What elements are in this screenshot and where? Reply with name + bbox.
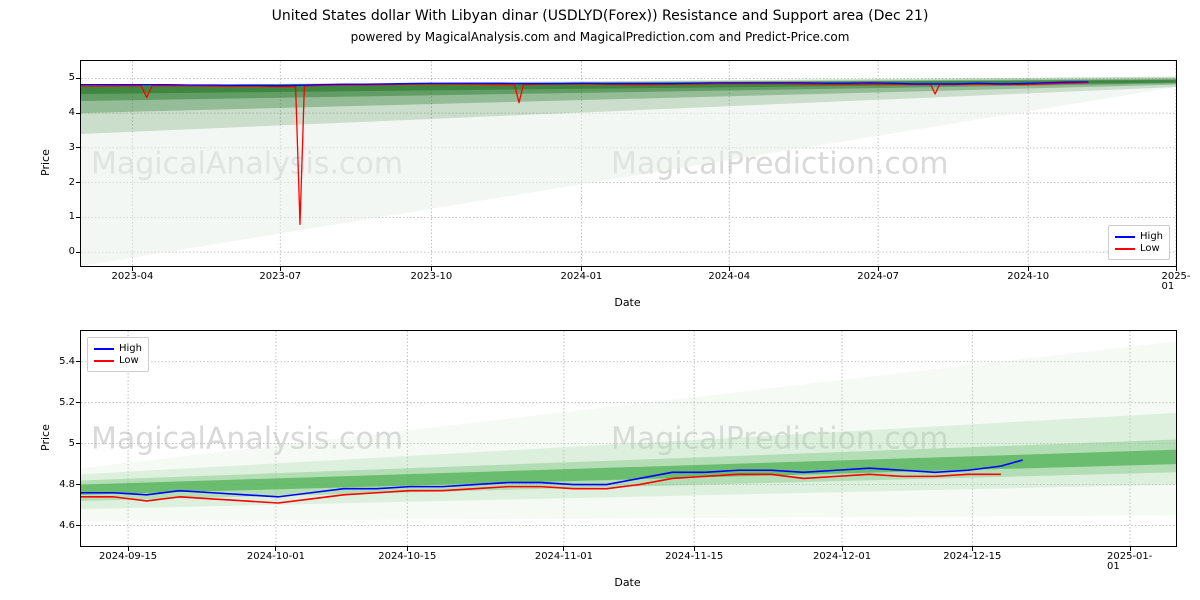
legend-label: Low <box>1140 243 1160 254</box>
x-tick-label: 2024-10-01 <box>247 552 305 562</box>
x-tick-label: 2024-12-01 <box>813 552 871 562</box>
x-tick-label: 2023-10 <box>410 272 452 282</box>
bottom-chart: MagicalAnalysis.com MagicalPrediction.co… <box>80 330 1177 547</box>
x-tick-label: 2025-01 <box>1161 272 1190 292</box>
legend-swatch-low <box>94 360 114 362</box>
y-tick-label: 4.6 <box>59 521 75 531</box>
x-tick-label: 2024-11-01 <box>535 552 593 562</box>
x-axis-label: Date <box>80 576 1175 589</box>
y-tick-label: 3 <box>69 143 75 153</box>
y-tick-label: 2 <box>69 178 75 188</box>
legend: High Low <box>1108 225 1170 260</box>
top-chart: MagicalAnalysis.com MagicalPrediction.co… <box>80 60 1177 267</box>
x-tick-label: 2023-04 <box>112 272 154 282</box>
y-axis-label: Price <box>39 424 52 451</box>
x-tick-label: 2024-07 <box>857 272 899 282</box>
legend-swatch-high <box>94 348 114 350</box>
legend-label: High <box>119 343 142 354</box>
bottom-chart-svg <box>81 331 1176 546</box>
legend-label: High <box>1140 231 1163 242</box>
y-tick-label: 5.2 <box>59 398 75 408</box>
x-tick-label: 2024-10-15 <box>378 552 436 562</box>
x-tick-label: 2024-01 <box>561 272 603 282</box>
x-tick-label: 2024-04 <box>708 272 750 282</box>
y-tick-label: 5 <box>69 439 75 449</box>
y-tick-label: 1 <box>69 212 75 222</box>
x-tick-label: 2024-11-15 <box>665 552 723 562</box>
y-tick-label: 4 <box>69 108 75 118</box>
x-tick-label: 2024-09-15 <box>99 552 157 562</box>
y-axis-label: Price <box>39 149 52 176</box>
legend-swatch-low <box>1115 248 1135 250</box>
y-tick-label: 5 <box>69 73 75 83</box>
legend-item: High <box>1115 231 1163 242</box>
y-tick-label: 4.8 <box>59 480 75 490</box>
legend-item: High <box>94 343 142 354</box>
y-tick-label: 5.4 <box>59 357 75 367</box>
y-tick-label: 0 <box>69 247 75 257</box>
x-tick-label: 2024-10 <box>1007 272 1049 282</box>
x-tick-label: 2023-07 <box>259 272 301 282</box>
figure: United States dollar With Libyan dinar (… <box>0 0 1200 600</box>
x-axis-label: Date <box>80 296 1175 309</box>
chart-subtitle: powered by MagicalAnalysis.com and Magic… <box>0 30 1200 44</box>
x-tick-label: 2025-01-01 <box>1107 552 1153 572</box>
legend: High Low <box>87 337 149 372</box>
legend-swatch-high <box>1115 236 1135 238</box>
legend-item: Low <box>1115 243 1163 254</box>
top-chart-svg <box>81 61 1176 266</box>
legend-item: Low <box>94 355 142 366</box>
chart-title: United States dollar With Libyan dinar (… <box>0 8 1200 24</box>
legend-label: Low <box>119 355 139 366</box>
x-tick-label: 2024-12-15 <box>943 552 1001 562</box>
